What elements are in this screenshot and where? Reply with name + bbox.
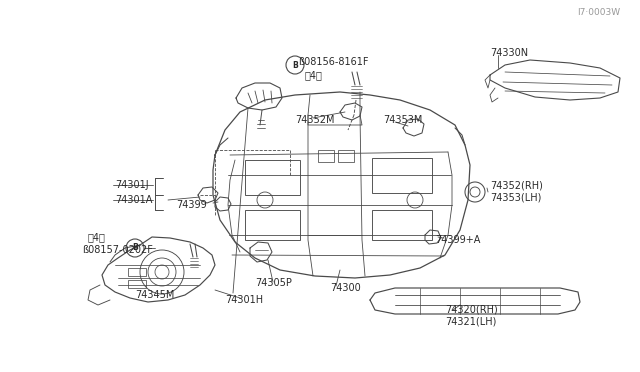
Text: 74330N: 74330N xyxy=(490,48,528,58)
Text: 74345M: 74345M xyxy=(136,290,175,300)
Text: 74301J: 74301J xyxy=(115,180,148,190)
Bar xyxy=(318,150,334,162)
Text: B: B xyxy=(132,244,138,253)
Text: 74320(RH): 74320(RH) xyxy=(445,305,498,315)
Bar xyxy=(245,210,300,240)
Text: ß08156-8161F: ß08156-8161F xyxy=(298,57,369,67)
Text: 74353M: 74353M xyxy=(383,115,422,125)
Text: ＜4＞: ＜4＞ xyxy=(88,232,106,242)
Text: ＜4＞: ＜4＞ xyxy=(305,70,323,80)
Bar xyxy=(128,268,146,276)
Text: 74305P: 74305P xyxy=(255,278,292,288)
Text: 74301A: 74301A xyxy=(115,195,152,205)
Text: I7·0003W: I7·0003W xyxy=(577,8,620,17)
Text: 74353(LH): 74353(LH) xyxy=(490,193,541,203)
Text: 74300: 74300 xyxy=(330,283,361,293)
Bar xyxy=(338,150,354,162)
Bar xyxy=(128,280,146,288)
Text: 74321(LH): 74321(LH) xyxy=(445,317,497,327)
Bar xyxy=(372,210,432,240)
Text: 74399: 74399 xyxy=(176,200,207,210)
Bar xyxy=(372,158,432,193)
Text: 74352(RH): 74352(RH) xyxy=(490,181,543,191)
Text: B: B xyxy=(292,61,298,70)
Text: 74399+A: 74399+A xyxy=(435,235,481,245)
Text: 74301H: 74301H xyxy=(225,295,263,305)
Bar xyxy=(245,160,300,195)
Text: 74352M: 74352M xyxy=(295,115,335,125)
Text: ß08157-0202F: ß08157-0202F xyxy=(82,245,153,255)
